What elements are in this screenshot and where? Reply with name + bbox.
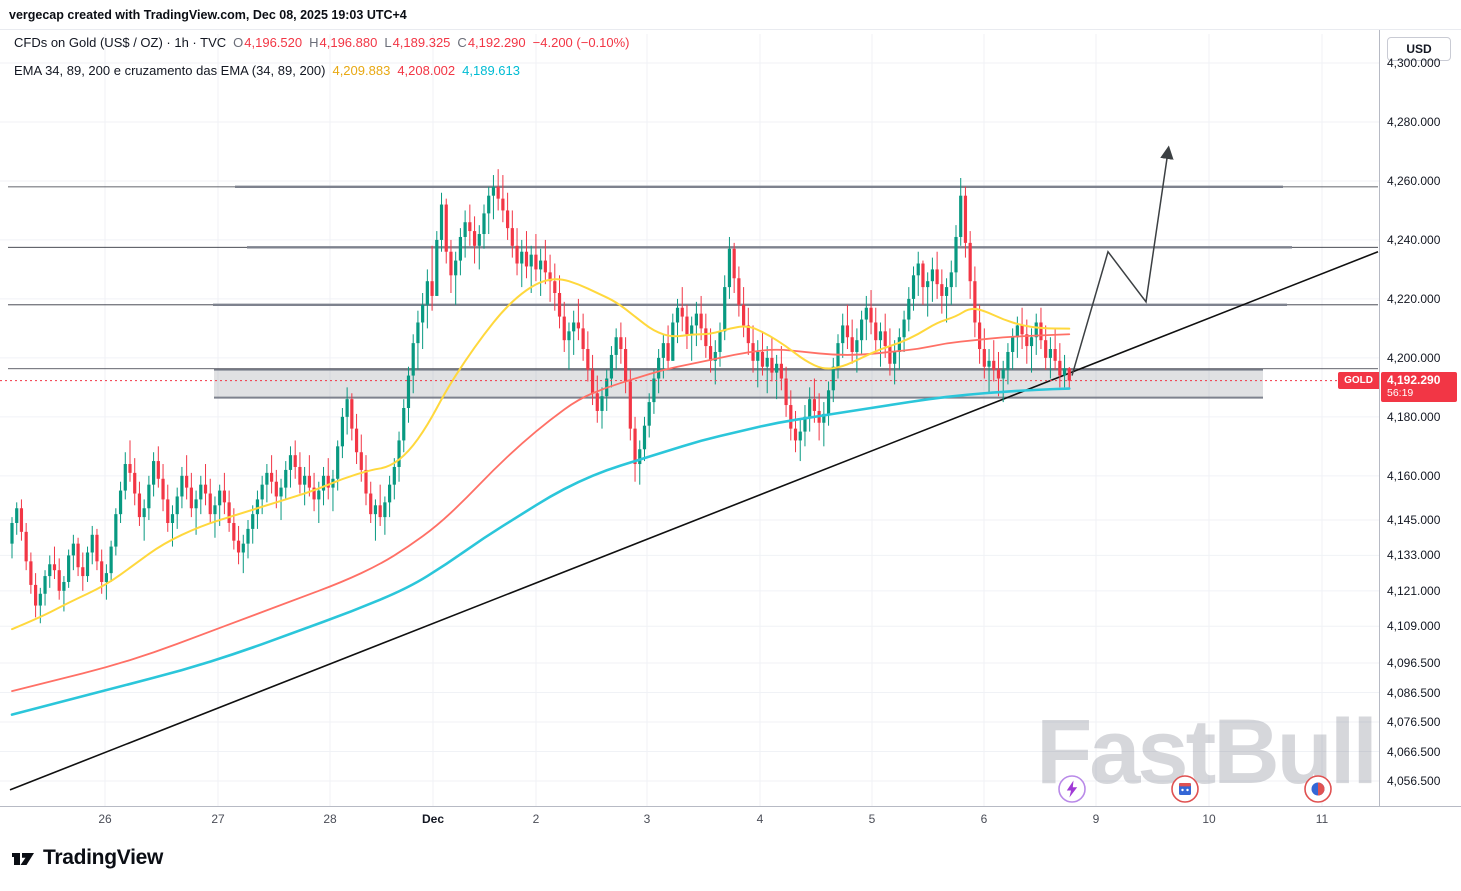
candlestick-series (10, 169, 1071, 624)
bar-countdown: 56:19 (1387, 386, 1414, 399)
price-tick-label: 4,086.500 (1387, 685, 1441, 700)
time-tick-label: 4 (756, 812, 764, 826)
ohlc-low: L4,189.325 (384, 35, 451, 50)
time-tick-label: 6 (980, 812, 988, 826)
price-tick-label: 4,096.500 (1387, 656, 1441, 671)
price-tick-label: 4,109.000 (1387, 619, 1441, 634)
change-value: −4.200 (−0.10%) (532, 35, 630, 50)
close-value: 4,192.290 (467, 35, 526, 50)
time-tick-label: 3 (643, 812, 651, 826)
price-tick-label: 4,145.000 (1387, 513, 1441, 528)
price-tick-label: 4,220.000 (1387, 291, 1441, 306)
time-tick-label: 10 (1202, 812, 1216, 826)
ascending-trendline[interactable] (9, 250, 1379, 791)
grid (0, 34, 1379, 806)
low-value: 4,189.325 (392, 35, 451, 50)
fastbull-flash-icon[interactable] (1057, 774, 1087, 804)
ema34-value: 4,209.883 (332, 63, 391, 78)
tradingview-logo-icon (12, 853, 34, 865)
ohlc-close: C4,192.290 (457, 35, 526, 50)
price-tick-label: 4,300.000 (1387, 56, 1441, 70)
last-price-label: 4,192.290 (1387, 372, 1441, 387)
price-tick-label: 4,200.000 (1387, 350, 1441, 365)
time-tick-label: 5 (868, 812, 876, 826)
price-tick-label: 4,066.500 (1387, 744, 1441, 759)
ohlc-high: H4,196.880 (309, 35, 378, 50)
time-tick-label: Dec (421, 812, 445, 826)
ema-line-89 (11, 333, 1071, 692)
fastbull-calendar-icon[interactable] (1170, 774, 1200, 804)
price-tick-label: 4,280.000 (1387, 114, 1441, 129)
fastbull-globe-icon[interactable] (1303, 774, 1333, 804)
time-tick-label: 11 (1315, 812, 1329, 826)
ema-line-34 (11, 278, 1071, 631)
currency-button[interactable]: USD (1387, 37, 1451, 61)
chart-pane[interactable]: FastBull CFDs on Gold (US$ / OZ) · 1h · … (0, 0, 1379, 806)
ema89-value: 4,208.002 (397, 63, 456, 78)
price-axis[interactable]: USD 4,300.000 4,280.000 4,260.000 4,240.000… (1379, 30, 1461, 806)
price-tick-label: 4,240.000 (1387, 232, 1441, 247)
price-tick-label: 4,076.500 (1387, 715, 1441, 730)
time-tick-label: 2 (532, 812, 540, 826)
tradingview-logo[interactable]: TradingView (10, 845, 163, 871)
projection-arrow[interactable] (1071, 145, 1174, 376)
indicator-legend-row[interactable]: EMA 34, 89, 200 e cruzamento das EMA (34… (14, 63, 520, 78)
price-tick-label: 4,056.500 (1387, 774, 1441, 788)
tradingview-logo-text: TradingView (43, 846, 164, 869)
ohlc-open: O4,196.520 (233, 35, 303, 50)
price-tick-label: 4,180.000 (1387, 409, 1441, 424)
open-value: 4,196.520 (244, 35, 303, 50)
price-tick-label: 4,121.000 (1387, 583, 1441, 598)
price-badge: 4,192.290 56:19 (1381, 371, 1457, 402)
export-watermark-text: vergecap created with TradingView.com, D… (9, 7, 407, 22)
indicator-name: EMA 34, 89, 200 e cruzamento das EMA (34… (14, 63, 326, 78)
ema-line-200 (10, 387, 1071, 716)
price-tick-label: 4,260.000 (1387, 173, 1441, 188)
symbol-legend-row[interactable]: CFDs on Gold (US$ / OZ) · 1h · TVC O4,19… (14, 35, 630, 50)
price-tick-label: 4,133.000 (1387, 548, 1441, 563)
export-watermark: vergecap created with TradingView.com, D… (0, 0, 1461, 30)
symbol-title: CFDs on Gold (US$ / OZ) · 1h · TVC (14, 35, 227, 50)
time-tick-label: 27 (211, 812, 225, 826)
time-tick-label: 28 (323, 812, 337, 826)
ema200-value: 4,189.613 (462, 63, 520, 78)
time-tick-label: 26 (98, 812, 112, 826)
price-tick-label: 4,160.000 (1387, 468, 1441, 483)
time-tick-label: 9 (1092, 812, 1100, 826)
support-zone (214, 369, 1263, 398)
chart-canvas (0, 34, 1379, 806)
gold-price-tag: GOLD (1338, 371, 1379, 389)
high-value: 4,196.880 (319, 35, 378, 50)
time-axis[interactable]: 26 27 28 Dec 2 3 4 5 6 9 10 11 (0, 806, 1461, 832)
